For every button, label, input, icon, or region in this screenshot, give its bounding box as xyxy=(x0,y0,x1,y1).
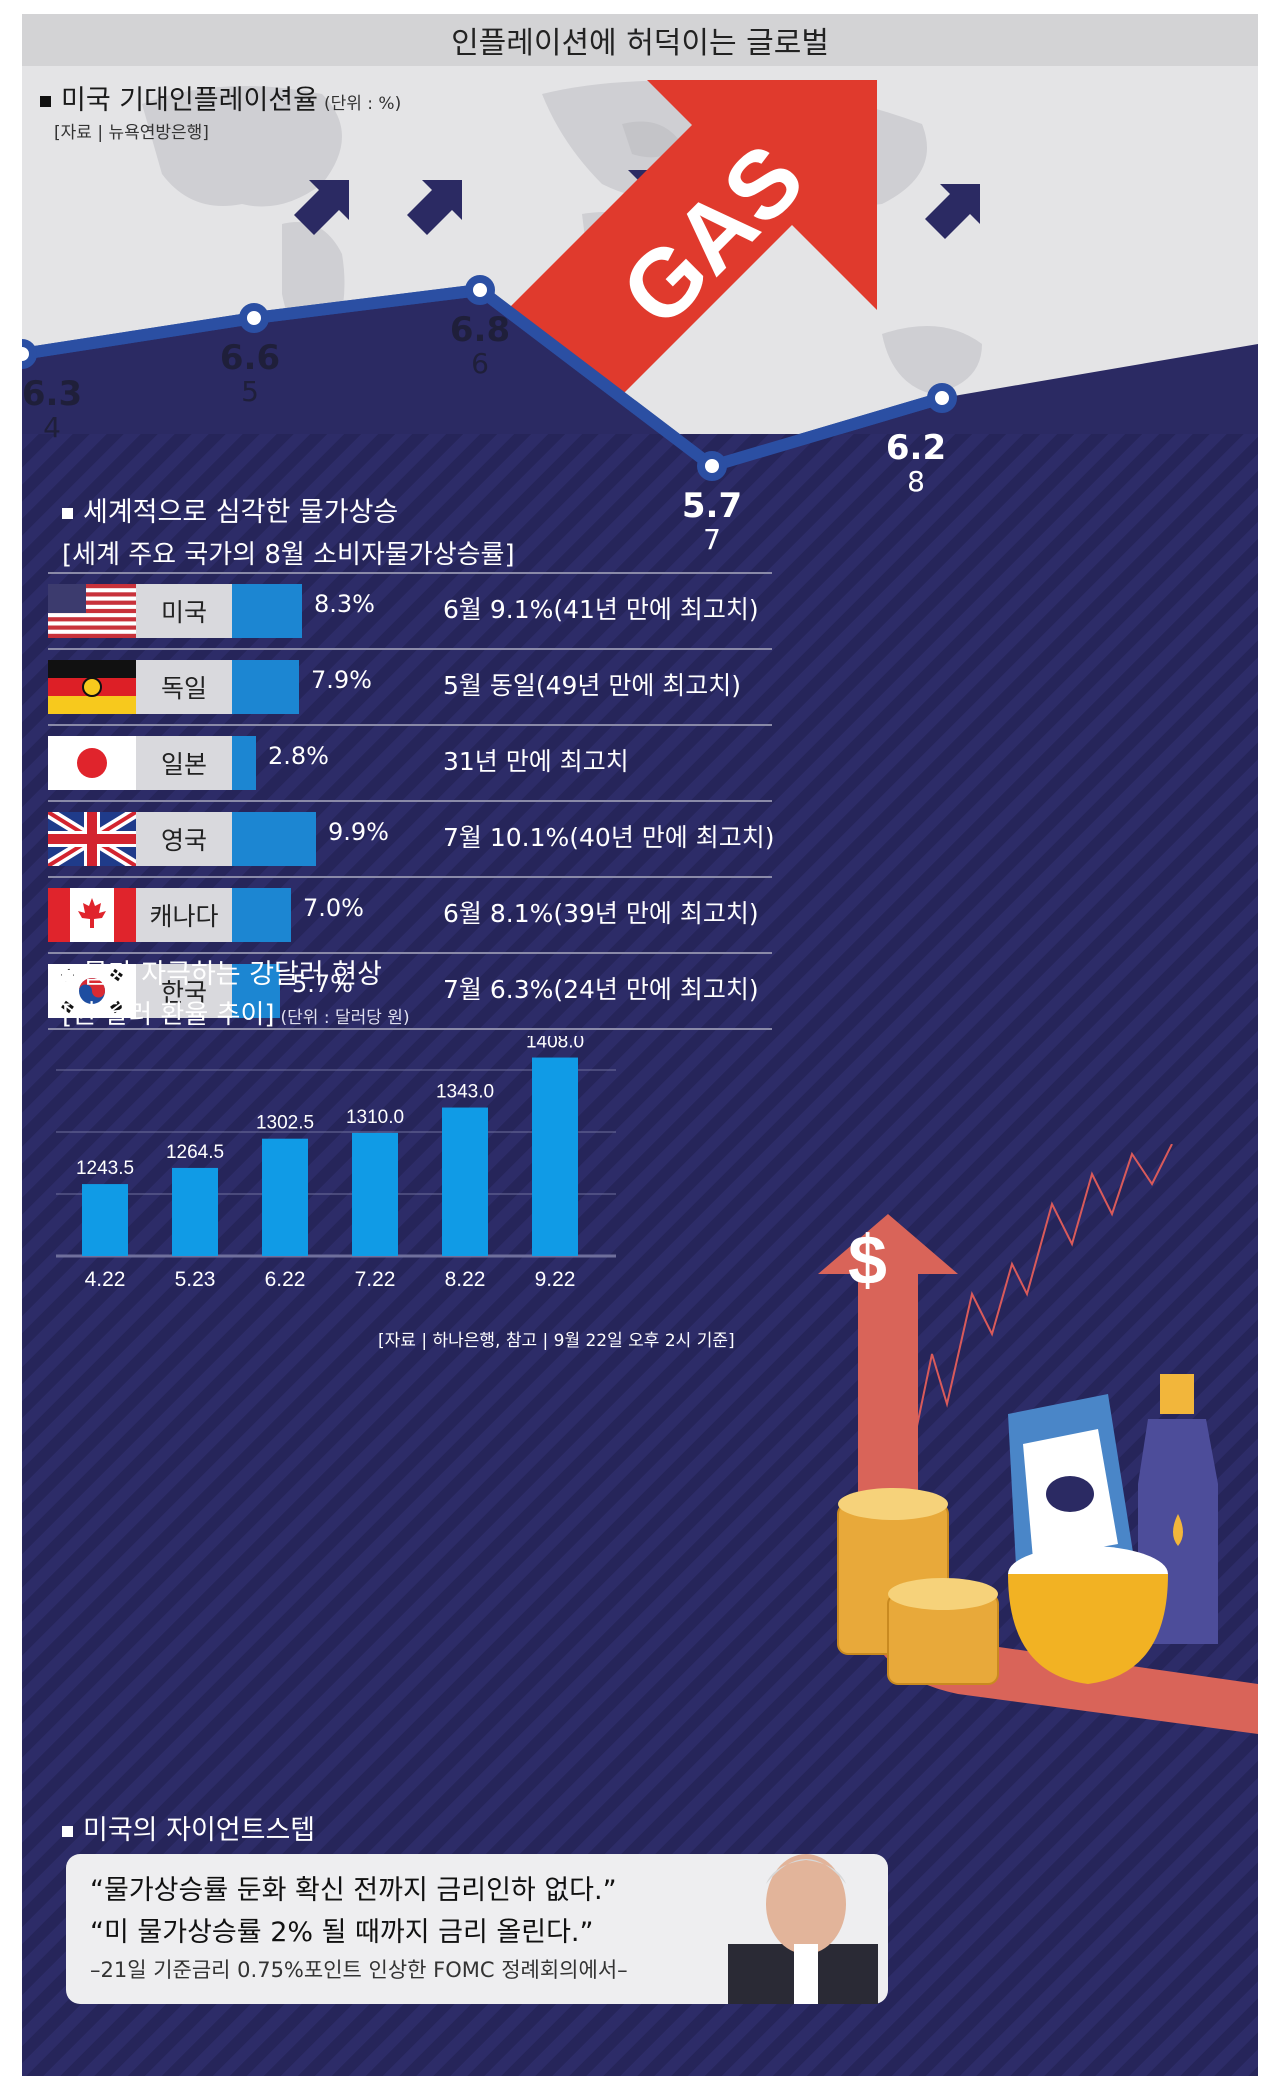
line-point xyxy=(927,383,957,413)
rate-bar xyxy=(352,1132,398,1256)
line-point xyxy=(465,275,495,305)
rate-bar xyxy=(442,1107,488,1256)
gas-arrow-icon: GAS xyxy=(492,80,877,425)
rate-value-label: 1343.0 xyxy=(436,1082,494,1103)
rate-category-label: 5.23 xyxy=(175,1268,216,1291)
quote-source: –21일 기준금리 0.75%포인트 인상한 FOMC 정례회의에서– xyxy=(90,1958,628,1982)
rate-value-label: 1264.5 xyxy=(166,1142,224,1163)
cpi-note: 5월 동일(49년 만에 최고치) xyxy=(443,671,742,700)
table-row: 일본 2.8% 31년 만에 최고치 xyxy=(48,724,772,800)
cpi-value: 9.9% xyxy=(328,818,389,846)
country-name: 한국 xyxy=(136,964,232,1018)
line-label: 6.6 5 xyxy=(219,338,281,409)
speaker-portrait xyxy=(728,1854,878,2004)
line-label: 6.2 8 xyxy=(885,428,947,499)
cpi-value: 2.8% xyxy=(268,742,329,770)
line-label: 5.7 7 xyxy=(681,486,743,557)
section3-subtitle: [원·달러 환율 추이] (단위 : 달러당 원) xyxy=(62,1000,410,1030)
cpi-bar xyxy=(232,736,256,790)
cpi-bar xyxy=(232,812,316,866)
line-label: 6.8 6 xyxy=(449,310,511,381)
us-flag-icon xyxy=(48,584,136,638)
cpi-bar xyxy=(232,660,299,714)
table-row: 영국 9.9% 7월 10.1%(40년 만에 최고치) xyxy=(48,800,775,876)
line-point xyxy=(22,339,37,369)
rate-value-label: 1302.5 xyxy=(256,1113,314,1134)
goods-illustration: $ xyxy=(818,1214,1258,1734)
rice-bag-icon xyxy=(1008,1546,1168,1684)
infographic: GAS 인플레이션에 허덕이는 글로벌 미국 기대인플레이션율 (단위 : %) … xyxy=(22,14,1258,2076)
cpi-note: 6월 9.1%(41년 만에 최고치) xyxy=(443,595,759,624)
cpi-value: 7.0% xyxy=(303,894,364,922)
line-overlay xyxy=(22,275,957,481)
section2-subtitle: [세계 주요 국가의 8월 소비자물가상승률] xyxy=(62,540,515,570)
headline: 인플레이션에 허덕이는 글로벌 xyxy=(22,14,1258,66)
country-name: 캐나다 xyxy=(136,888,232,942)
section3-source: [자료 | 하나은행, 참고 | 9월 22일 오후 2시 기준] xyxy=(378,1331,735,1351)
cpi-bar xyxy=(232,888,291,942)
dollar-arrow-icon xyxy=(818,1214,1258,1734)
rate-category-label: 7.22 xyxy=(355,1268,396,1291)
quote-line-2: “미 물가상승률 2% 될 때까지 금리 올린다.” xyxy=(90,1917,594,1948)
section4-title: 미국의 자이언트스텝 xyxy=(62,1808,315,1847)
country-name: 일본 xyxy=(136,736,232,790)
cpi-value: 7.9% xyxy=(311,666,372,694)
germany-flag-icon xyxy=(48,660,136,714)
section1-source: [자료 | 뉴욕연방은행] xyxy=(54,123,209,143)
canada-flag-icon xyxy=(48,888,136,942)
rate-value-label: 1243.5 xyxy=(76,1158,134,1179)
rate-category-label: 9.22 xyxy=(535,1268,576,1291)
cpi-table: 미국 8.3% 6월 9.1%(41년 만에 최고치) 독일 7.9% 5월 동… xyxy=(48,572,775,1030)
table-row: 미국 8.3% 6월 9.1%(41년 만에 최고치) xyxy=(48,572,772,648)
rate-bar xyxy=(172,1167,218,1256)
dollar-sign-icon: $ xyxy=(848,1221,887,1299)
country-name: 영국 xyxy=(136,812,232,866)
rate-bar xyxy=(82,1184,128,1256)
table-row: 한국 5.7% 7월 6.3%(24년 만에 최고치) xyxy=(48,952,772,1030)
cpi-note: 31년 만에 최고치 xyxy=(443,747,629,776)
cpi-bar xyxy=(232,964,280,1018)
cpi-note: 7월 6.3%(24년 만에 최고치) xyxy=(443,975,759,1004)
table-row: 캐나다 7.0% 6월 8.1%(39년 만에 최고치) xyxy=(48,876,772,952)
top-panel: GAS xyxy=(22,14,1258,534)
table-row: 독일 7.9% 5월 동일(49년 만에 최고치) xyxy=(48,648,772,724)
line-point xyxy=(697,451,727,481)
line-label: 6.3 4 xyxy=(22,374,83,445)
exchange-rate-chart: 1243.5 4.22 1264.5 5.23 1302.5 6.22 1310.0 7.22… xyxy=(56,1036,616,1291)
uk-flag-icon xyxy=(48,812,136,866)
rate-bar xyxy=(532,1057,578,1256)
cpi-value: 5.7% xyxy=(292,970,353,998)
cpi-note: 6월 8.1%(39년 만에 최고치) xyxy=(443,899,759,928)
quote-line-1: “물가상승률 둔화 확신 전까지 금리인하 없다.” xyxy=(90,1875,617,1906)
inflation-illustration xyxy=(861,1144,1173,1525)
rate-category-label: 6.22 xyxy=(265,1268,306,1291)
country-name: 미국 xyxy=(136,584,232,638)
country-name: 독일 xyxy=(136,660,232,714)
coin-stack-icon xyxy=(837,1488,999,1685)
japan-flag-icon xyxy=(48,736,136,790)
section2-title: 세계적으로 심각한 물가상승 xyxy=(62,490,398,529)
price-trend-line xyxy=(861,1144,1173,1525)
rate-value-label: 1408.0 xyxy=(526,1036,584,1053)
expectation-points xyxy=(22,275,957,481)
quote-box: “물가상승률 둔화 확신 전까지 금리인하 없다.” “미 물가상승률 2% 될… xyxy=(66,1854,888,2004)
rate-value-label: 1310.0 xyxy=(346,1107,404,1128)
cpi-note: 7월 10.1%(40년 만에 최고치) xyxy=(443,823,775,852)
section1-title: 미국 기대인플레이션율 (단위 : %) xyxy=(40,78,401,117)
rate-category-label: 4.22 xyxy=(85,1268,126,1291)
section3-title: 물가 자극하는 강달러 현상 xyxy=(62,952,382,991)
rate-category-label: 8.22 xyxy=(445,1268,486,1291)
cpi-bar xyxy=(232,584,302,638)
cpi-value: 8.3% xyxy=(314,590,375,618)
rate-bar xyxy=(262,1138,308,1256)
line-point xyxy=(239,303,269,333)
